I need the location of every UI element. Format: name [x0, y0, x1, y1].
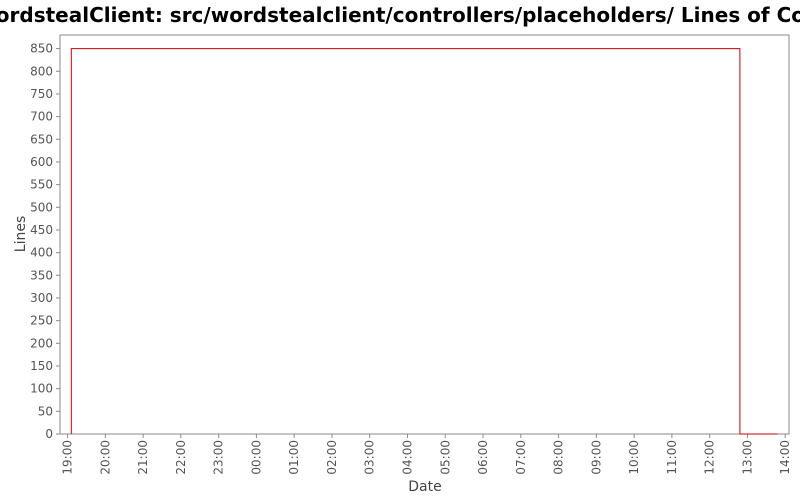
y-tick-label: 0 [45, 427, 53, 441]
x-tick-label: 13:00 [740, 440, 754, 475]
x-tick-label: 02:00 [325, 440, 339, 475]
x-tick-label: 03:00 [363, 440, 377, 475]
x-tick-label: 04:00 [401, 440, 415, 475]
y-tick-label: 750 [30, 87, 53, 101]
y-tick-label: 200 [30, 336, 53, 350]
x-tick-label: 09:00 [589, 440, 603, 475]
series-line [70, 48, 778, 435]
x-tick-label: 20:00 [98, 440, 112, 475]
y-axis: 0 50 100 150 200 250 300 350 400 450 500 550 600 650 7… [30, 42, 60, 441]
x-tick-label: 00:00 [249, 440, 263, 475]
x-tick-label: 14:00 [778, 440, 792, 475]
series-group [70, 48, 778, 435]
y-tick-label: 300 [30, 291, 53, 305]
y-tick-label: 150 [30, 359, 53, 373]
x-tick-label: 23:00 [212, 440, 226, 475]
y-tick-label: 700 [30, 110, 53, 124]
chart-title: /WordstealClient: src/wordstealclient/co… [0, 3, 800, 27]
x-tick-label: 21:00 [136, 440, 150, 475]
x-tick-label: 12:00 [703, 440, 717, 475]
y-tick-label: 250 [30, 314, 53, 328]
y-tick-label: 550 [30, 178, 53, 192]
y-tick-label: 500 [30, 200, 53, 214]
x-tick-label: 06:00 [476, 440, 490, 475]
x-tick-label: 22:00 [174, 440, 188, 475]
x-tick-label: 11:00 [665, 440, 679, 475]
y-axis-label: Lines [13, 216, 29, 252]
y-tick-label: 450 [30, 223, 53, 237]
x-axis-label: Date [408, 479, 441, 495]
y-tick-label: 600 [30, 155, 53, 169]
y-tick-label: 400 [30, 246, 53, 260]
y-tick-label: 350 [30, 268, 53, 282]
x-tick-label: 10:00 [627, 440, 641, 475]
y-tick-label: 850 [30, 42, 53, 56]
y-tick-label: 100 [30, 382, 53, 396]
x-tick-label: 07:00 [514, 440, 528, 475]
y-tick-label: 800 [30, 64, 53, 78]
x-tick-label: 01:00 [287, 440, 301, 475]
x-tick-label: 05:00 [438, 440, 452, 475]
x-axis: 19:00 20:00 21:00 22:00 23:00 00:00 01:00 02:00… [61, 434, 792, 475]
y-tick-label: 650 [30, 132, 53, 146]
x-tick-label: 19:00 [61, 440, 75, 475]
y-tick-label: 50 [38, 404, 53, 418]
plot-area [59, 34, 790, 435]
x-tick-label: 08:00 [552, 440, 566, 475]
